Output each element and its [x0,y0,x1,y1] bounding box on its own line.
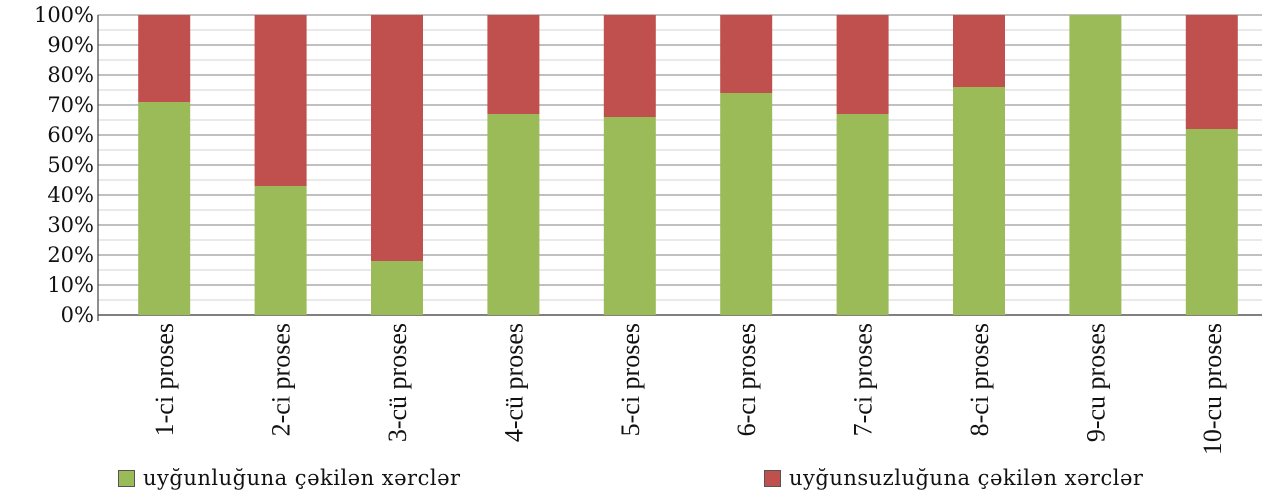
y-tick-label: 10% [47,273,94,297]
y-tick-label: 30% [47,213,94,237]
x-category-label: 4-cü proses [499,323,528,442]
y-tick-label: 80% [47,63,94,87]
bar-segment-nonconformance-4 [487,15,540,114]
bar-segment-nonconformance-10 [1185,15,1238,129]
legend-item-conformance: uyğunluğuna çəkilən xərclər [118,466,461,490]
bar-segment-conformance-8 [953,87,1005,315]
x-category-label: 8-ci proses [965,323,994,436]
y-tick-label: 20% [47,243,94,267]
bar-segment-conformance-7 [836,114,889,315]
bar-segment-conformance-5 [603,117,656,315]
bar-segment-conformance-9 [1069,15,1122,315]
bar-segment-nonconformance-7 [836,15,889,114]
legend-swatch-nonconformance [764,469,781,487]
bar-segment-nonconformance-2 [254,15,307,186]
bar-segment-conformance-4 [487,114,540,315]
x-category-label: 6-cı proses [732,323,761,436]
y-tick-label: 50% [47,153,94,177]
x-category-label: 10-cu proses [1198,323,1227,455]
stacked-bar-chart: 0% 10% 20% 30% 40% 50% 60% 70% 80% 90% 100% 1-ci p… [34,3,1262,455]
x-category-label: 2-ci proses [267,323,296,436]
bar-segment-nonconformance-1 [138,15,191,102]
bar-segment-conformance-6 [720,93,773,315]
bar-segment-conformance-3 [371,261,423,315]
x-category-label: 5-ci proses [616,323,645,436]
y-tick-label: 60% [47,123,94,147]
y-tick-label: 100% [34,3,94,27]
bar-segment-nonconformance-5 [603,15,656,117]
bar-segment-nonconformance-6 [720,15,773,93]
x-category-label: 1-ci proses [150,323,179,436]
y-tick-label: 90% [47,33,94,57]
bar-segment-conformance-1 [138,102,191,315]
x-axis-category-labels: 1-ci proses 2-ci proses 3-cü proses 4-cü pr… [150,323,1227,455]
bar-segment-nonconformance-3 [371,15,423,261]
x-category-label: 9-cu proses [1081,323,1110,442]
bars [138,15,1238,315]
x-category-label: 7-ci proses [849,323,878,436]
y-tick-label: 0% [61,303,94,327]
legend-swatch-conformance [118,469,135,487]
bar-segment-conformance-2 [254,186,307,315]
y-axis-tick-labels: 0% 10% 20% 30% 40% 50% 60% 70% 80% 90% 100% [34,3,94,327]
legend-label-nonconformance: uyğunsuzluğuna çəkilən xərclər [789,466,1144,490]
legend-item-nonconformance: uyğunsuzluğuna çəkilən xərclər [764,466,1143,490]
bar-segment-nonconformance-8 [953,15,1005,87]
y-tick-label: 40% [47,183,94,207]
bar-segment-conformance-10 [1185,129,1238,315]
x-category-label: 3-cü proses [383,323,412,442]
y-tick-label: 70% [47,93,94,117]
legend-label-conformance: uyğunluğuna çəkilən xərclər [143,466,461,490]
